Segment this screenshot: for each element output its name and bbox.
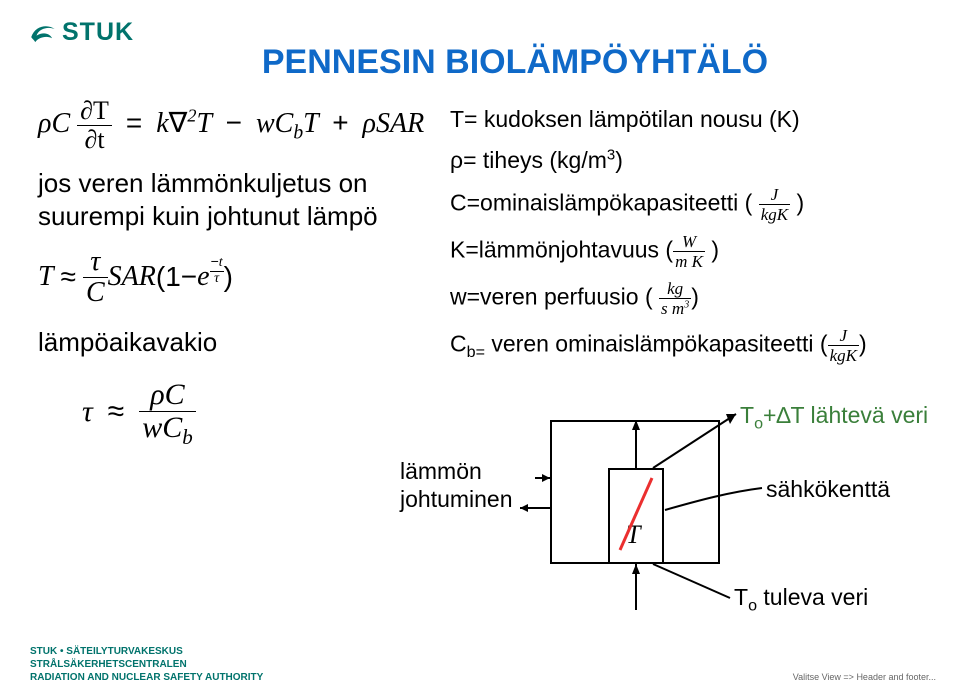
logo-swoosh-icon [30,20,56,46]
def-T: T= kudoksen lämpötilan nousu (K) [450,104,930,135]
efield-label: sähkökenttä [766,476,890,503]
time-constant-equation: τ ≈ ρC wCb [82,380,430,448]
def-Cb: Cb= veren ominaislämpökapasiteetti (JkgK… [450,327,930,364]
footer-org: STUK • SÄTEILYTURVAKESKUS STRÅLSÄKERHETS… [30,645,263,684]
condition-note: jos veren lämmönkuljetus on suurempi kui… [38,167,430,234]
symbol-definitions: T= kudoksen lämpötilan nousu (K) ρ= tihe… [450,98,930,448]
heat-diagram: lämmönjohtuminen T [400,400,930,620]
def-rho: ρ= tiheys (kg/m3) [450,145,930,176]
footer-hint: Valitse View => Header and footer... [793,672,936,682]
time-constant-label: lämpöaikavakio [38,327,430,358]
logo-text: STUK [62,18,134,47]
slide-title: PENNESIN BIOLÄMPÖYHTÄLÖ [100,43,930,82]
outgoing-blood-label: To+∆T lähtevä veri [740,402,928,434]
def-w: w=veren perfuusio ( kg s m3 ) [450,280,930,317]
incoming-blood-label: To tuleva veri [734,584,868,616]
temperature-approx-equation: T ≈ τ C SAR(1− e −t τ ) [38,248,430,307]
def-C: C=ominaislämpökapasiteetti ( JkgK ) [450,186,930,223]
bioheat-equation: ρC ∂T ∂t = k∇2T − wCbT + ρSAR [38,98,430,153]
def-K: K=lämmönjohtavuus (Wm K ) [450,233,930,270]
